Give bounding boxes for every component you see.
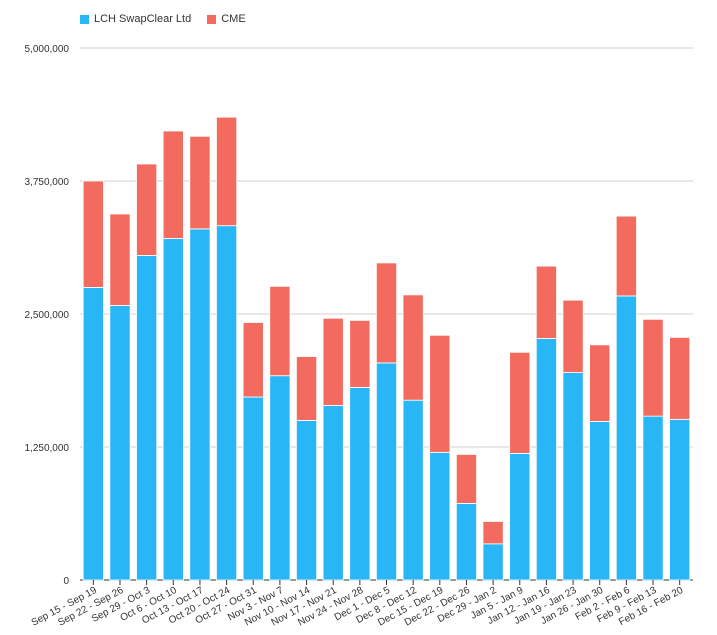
bar-segment-lch[interactable] bbox=[189, 228, 211, 581]
legend-item-lch[interactable]: LCH SwapClear Ltd bbox=[80, 13, 191, 25]
bar-segment-cme[interactable] bbox=[242, 322, 264, 398]
bar-segment-cme[interactable] bbox=[455, 454, 477, 504]
bar-segment-cme[interactable] bbox=[589, 344, 611, 422]
bar-segment-lch[interactable] bbox=[615, 295, 637, 581]
y-tick-label: 5,000,000 bbox=[25, 44, 70, 55]
legend-swatch-cme bbox=[207, 14, 217, 24]
bar-segment-cme[interactable] bbox=[189, 135, 211, 230]
legend-swatch-lch bbox=[80, 14, 89, 24]
bar-segment-cme[interactable] bbox=[82, 180, 104, 288]
bar-segment-cme[interactable] bbox=[669, 337, 691, 420]
bar-segment-lch[interactable] bbox=[375, 362, 398, 581]
bar-segment-lch[interactable] bbox=[322, 405, 344, 581]
bar-segment-lch[interactable] bbox=[296, 419, 318, 581]
legend-label-cme: CME bbox=[221, 13, 246, 25]
bar-segment-cme[interactable] bbox=[109, 213, 131, 306]
bar-segment-lch[interactable] bbox=[482, 543, 504, 581]
legend-label-lch: LCH SwapClear Ltd bbox=[94, 13, 192, 25]
bar-segment-cme[interactable] bbox=[269, 285, 291, 377]
bar-segment-lch[interactable] bbox=[109, 305, 131, 581]
y-tick-label: 3,750,000 bbox=[25, 177, 70, 188]
bar-segment-cme[interactable] bbox=[349, 319, 371, 388]
bar-segment-cme[interactable] bbox=[429, 334, 451, 453]
bar-segment-cme[interactable] bbox=[562, 299, 584, 373]
bar-segment-cme[interactable] bbox=[136, 163, 158, 256]
bar-segment-lch[interactable] bbox=[82, 286, 104, 581]
bar-segment-lch[interactable] bbox=[642, 415, 664, 581]
bar-segment-lch[interactable] bbox=[269, 375, 291, 581]
y-tick-label: 0 bbox=[63, 576, 69, 587]
bar-segment-lch[interactable] bbox=[535, 338, 557, 581]
bar-segment-lch[interactable] bbox=[509, 452, 531, 581]
bar-segment-lch[interactable] bbox=[162, 238, 184, 581]
bar-segment-cme[interactable] bbox=[535, 265, 557, 339]
bar-segment-cme[interactable] bbox=[615, 215, 637, 297]
bar-segment-cme[interactable] bbox=[402, 294, 424, 401]
bar-segment-cme[interactable] bbox=[642, 318, 664, 417]
bar-segment-lch[interactable] bbox=[349, 387, 371, 581]
bar-segment-lch[interactable] bbox=[429, 451, 451, 581]
y-tick-label: 1,250,000 bbox=[25, 443, 70, 454]
bar-segment-cme[interactable] bbox=[322, 317, 344, 406]
bar-segment-cme[interactable] bbox=[162, 130, 184, 239]
bar-segment-cme[interactable] bbox=[296, 356, 318, 421]
bar-segment-cme[interactable] bbox=[375, 262, 398, 364]
bar-segment-cme[interactable] bbox=[482, 521, 504, 545]
bar-segment-lch[interactable] bbox=[562, 372, 584, 581]
bar-segment-lch[interactable] bbox=[242, 396, 264, 581]
bar-segment-lch[interactable] bbox=[455, 502, 477, 581]
legend-item-cme[interactable]: CME bbox=[207, 13, 246, 25]
bar-segment-cme[interactable] bbox=[509, 351, 531, 454]
legend: LCH SwapClear Ltd CME bbox=[80, 13, 246, 25]
bar-segment-lch[interactable] bbox=[402, 399, 424, 581]
bar-segment-cme[interactable] bbox=[216, 116, 238, 227]
bar-segment-lch[interactable] bbox=[589, 421, 611, 581]
bar-segment-lch[interactable] bbox=[136, 255, 158, 581]
y-tick-label: 2,500,000 bbox=[25, 310, 70, 321]
bar-segment-lch[interactable] bbox=[216, 225, 238, 581]
bar-segment-lch[interactable] bbox=[669, 418, 691, 581]
